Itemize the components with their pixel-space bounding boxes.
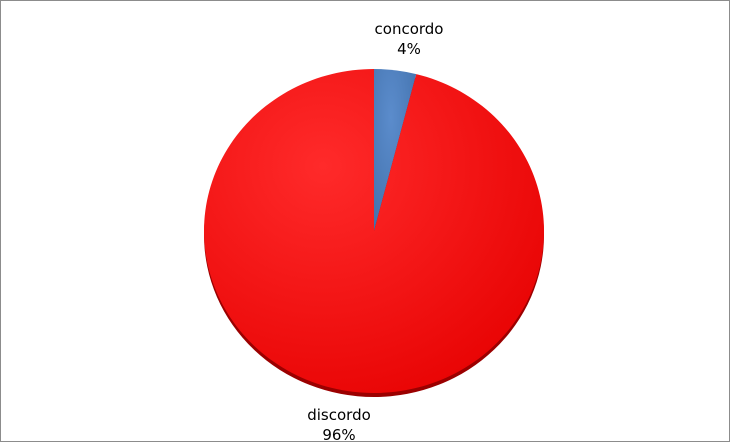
pie-slice-discordo [204, 69, 544, 393]
slice-label-concordo: concordo [375, 20, 444, 38]
slice-label-discordo: discordo [307, 406, 371, 424]
pie-slices [204, 69, 544, 393]
pie-slice-concordo [374, 69, 417, 231]
slice-value-discordo: 96% [322, 426, 355, 443]
slice-value-concordo: 4% [397, 40, 421, 58]
pie-labels: concordo 4% discordo 96% [307, 20, 443, 443]
